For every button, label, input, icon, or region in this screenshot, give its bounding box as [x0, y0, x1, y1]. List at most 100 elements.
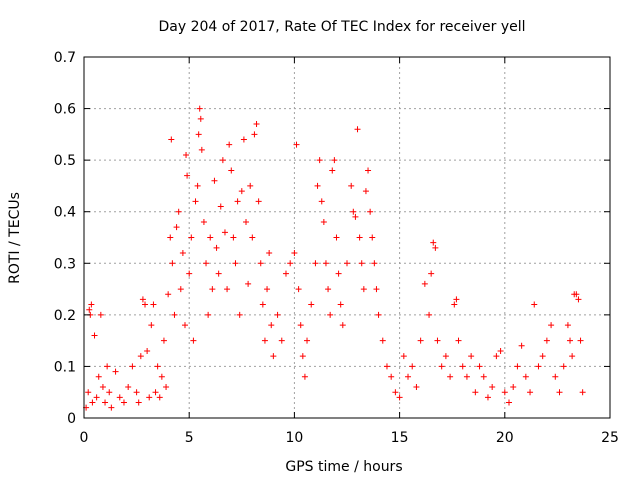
data-point	[375, 311, 382, 318]
data-point	[304, 337, 311, 344]
data-point	[383, 363, 390, 370]
data-point	[373, 286, 380, 293]
data-point	[183, 151, 190, 158]
data-point	[352, 213, 359, 220]
data-point	[371, 260, 378, 267]
data-point	[255, 198, 262, 205]
data-point	[548, 322, 555, 329]
data-point	[527, 389, 534, 396]
data-point	[560, 363, 567, 370]
data-point	[291, 249, 298, 256]
y-tick-label: 0.3	[54, 256, 76, 272]
data-point	[314, 182, 321, 189]
data-point	[249, 234, 256, 241]
data-point	[228, 167, 235, 174]
data-point	[99, 384, 106, 391]
data-point	[211, 177, 218, 184]
data-point	[308, 301, 315, 308]
data-point	[426, 311, 433, 318]
data-point	[409, 363, 416, 370]
data-point	[152, 389, 159, 396]
data-point	[190, 337, 197, 344]
data-point	[379, 337, 386, 344]
data-point	[186, 270, 193, 277]
data-point	[236, 311, 243, 318]
data-point	[510, 384, 517, 391]
data-point	[335, 270, 342, 277]
data-point	[264, 286, 271, 293]
data-point	[417, 337, 424, 344]
data-point	[396, 394, 403, 401]
data-point	[196, 105, 203, 112]
data-point	[179, 249, 186, 256]
y-tick-label: 0.7	[54, 50, 76, 66]
data-point	[240, 136, 247, 143]
data-point	[522, 373, 529, 380]
y-tick-label: 0.6	[54, 102, 76, 118]
data-point	[137, 353, 144, 360]
data-point	[120, 399, 127, 406]
x-tick-label: 20	[496, 430, 514, 446]
data-point	[468, 353, 475, 360]
data-point	[181, 322, 188, 329]
data-point	[245, 280, 252, 287]
data-point	[480, 373, 487, 380]
data-point	[125, 384, 132, 391]
data-point	[88, 301, 95, 308]
y-axis-label: ROTI / TECUs	[7, 192, 23, 284]
data-point	[514, 363, 521, 370]
data-point	[400, 353, 407, 360]
data-point	[102, 399, 109, 406]
data-point	[392, 389, 399, 396]
data-point	[160, 337, 167, 344]
data-point	[354, 126, 361, 133]
data-point	[438, 363, 445, 370]
data-point	[344, 260, 350, 267]
data-point	[421, 280, 428, 287]
data-point	[232, 260, 239, 267]
data-point	[543, 337, 550, 344]
data-point	[261, 337, 268, 344]
data-point	[405, 373, 412, 380]
data-point	[168, 136, 175, 143]
data-point	[165, 291, 172, 298]
data-point	[266, 249, 273, 256]
data-point	[251, 131, 258, 138]
data-point	[156, 394, 163, 401]
data-point	[97, 311, 104, 318]
data-point	[116, 394, 123, 401]
data-point	[146, 394, 153, 401]
data-point	[133, 389, 140, 396]
data-point	[459, 363, 466, 370]
data-point	[175, 208, 182, 215]
data-point	[207, 234, 214, 241]
y-tick-label: 0.1	[54, 359, 76, 375]
data-point	[299, 353, 306, 360]
data-point	[569, 353, 576, 360]
data-point	[205, 311, 212, 318]
data-point	[322, 260, 329, 267]
data-point	[177, 286, 184, 293]
data-point	[219, 157, 226, 164]
data-point	[95, 373, 102, 380]
data-point	[552, 373, 559, 380]
data-point	[348, 182, 355, 189]
grid-lines	[84, 57, 610, 418]
data-point	[257, 260, 264, 267]
x-tick-label: 15	[391, 430, 409, 446]
data-point	[388, 373, 395, 380]
data-point	[369, 234, 376, 241]
chart-title: Day 204 of 2017, Rate Of TEC Index for r…	[158, 19, 525, 35]
data-point	[150, 301, 157, 308]
data-points	[83, 105, 586, 411]
data-point	[197, 115, 204, 122]
data-point	[442, 353, 449, 360]
data-point	[203, 260, 210, 267]
data-point	[247, 182, 254, 189]
data-point	[329, 167, 336, 174]
data-point	[432, 244, 439, 251]
data-point	[531, 301, 538, 308]
data-point	[447, 373, 454, 380]
data-point	[501, 389, 508, 396]
data-point	[312, 260, 319, 267]
